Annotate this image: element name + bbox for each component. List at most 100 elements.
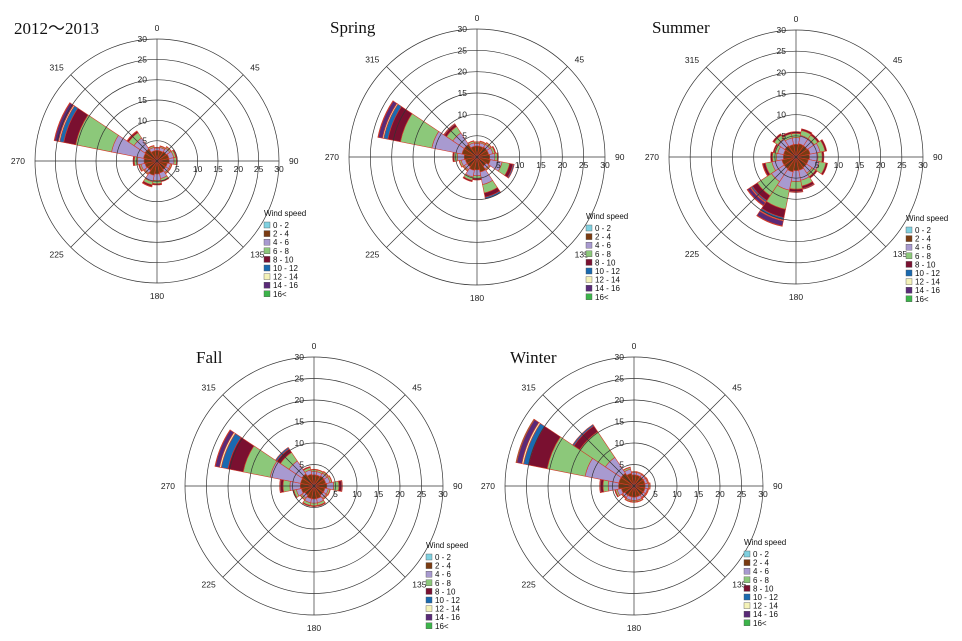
legend-swatch bbox=[743, 585, 751, 592]
radial-tick-label: 5 bbox=[462, 131, 467, 141]
legend-entry: 0 - 2 bbox=[753, 550, 770, 559]
legend-entry: 14 - 16 bbox=[273, 281, 298, 290]
radial-tick-label: 30 bbox=[615, 352, 625, 362]
legend-swatch bbox=[263, 247, 271, 255]
direction-label: 270 bbox=[11, 156, 25, 166]
direction-label: 0 bbox=[475, 13, 480, 23]
legend-entry: 2 - 4 bbox=[435, 562, 452, 571]
legend-swatch bbox=[425, 588, 433, 595]
direction-label: 315 bbox=[685, 55, 699, 65]
direction-label: 315 bbox=[522, 383, 536, 393]
direction-label: 225 bbox=[365, 250, 379, 260]
radial-tick-label: 25 bbox=[777, 46, 787, 56]
radial-tick-label: 25 bbox=[295, 374, 305, 384]
legend-entry: 0 - 2 bbox=[595, 224, 612, 233]
panel-title: Spring bbox=[330, 18, 376, 37]
legend-entry: 16< bbox=[435, 622, 449, 631]
windrose-bar-segment bbox=[467, 140, 475, 144]
radial-tick-label: 20 bbox=[558, 160, 568, 170]
radial-tick-label: 15 bbox=[615, 417, 625, 427]
radial-tick-label: 30 bbox=[758, 489, 768, 499]
legend-entry: 14 - 16 bbox=[915, 286, 940, 295]
windrose-bar-segment bbox=[443, 123, 456, 136]
panel-title: Fall bbox=[196, 348, 223, 367]
windrose-bar-segment bbox=[820, 139, 828, 152]
grid-spoke bbox=[476, 66, 568, 158]
legend-entry: 12 - 14 bbox=[753, 602, 778, 611]
legend-entry: 14 - 16 bbox=[595, 284, 620, 293]
panel-title: 2012～2013 bbox=[14, 19, 99, 38]
legend-entry: 4 - 6 bbox=[753, 567, 770, 576]
legend-entry: 12 - 14 bbox=[273, 273, 298, 282]
legend-entry: 10 - 12 bbox=[915, 269, 940, 278]
radial-tick-label: 5 bbox=[299, 460, 304, 470]
radial-tick-label: 10 bbox=[458, 109, 468, 119]
panel-title: Winter bbox=[510, 348, 557, 367]
direction-label: 135 bbox=[250, 249, 264, 259]
direction-label: 0 bbox=[632, 341, 637, 351]
radial-tick-label: 25 bbox=[417, 489, 427, 499]
radial-tick-label: 15 bbox=[374, 489, 384, 499]
legend-entry: 16< bbox=[595, 293, 609, 302]
radial-tick-label: 25 bbox=[897, 160, 907, 170]
radial-tick-label: 10 bbox=[834, 160, 844, 170]
radial-tick-label: 20 bbox=[777, 67, 787, 77]
legend-entry: 12 - 14 bbox=[595, 276, 620, 285]
windrose-bar-segment bbox=[302, 466, 311, 471]
legend-swatch bbox=[905, 278, 913, 285]
legend-entry: 6 - 8 bbox=[915, 252, 932, 261]
legend-swatch bbox=[905, 295, 913, 302]
radial-tick-label: 15 bbox=[694, 489, 704, 499]
grid-spoke bbox=[633, 485, 726, 578]
radial-tick-label: 20 bbox=[295, 395, 305, 405]
legend-swatch bbox=[743, 611, 751, 618]
radial-tick-label: 30 bbox=[438, 489, 448, 499]
legend-swatch bbox=[905, 269, 913, 277]
windrose-panel: Summer 5 5 10 10 15 15 20 20 25 25 30 30 0 45 90 135 180 2… bbox=[645, 14, 948, 304]
grid-spoke bbox=[313, 485, 406, 578]
legend-entry: 8 - 10 bbox=[915, 260, 936, 269]
legend-swatch bbox=[425, 553, 433, 561]
radial-tick-label: 10 bbox=[138, 115, 148, 125]
legend-swatch bbox=[905, 226, 913, 234]
radial-tick-label: 15 bbox=[536, 160, 546, 170]
grid-spoke bbox=[313, 394, 406, 487]
legend-entry: 4 - 6 bbox=[595, 241, 612, 250]
grid-spoke bbox=[386, 156, 478, 248]
grid-spoke bbox=[70, 160, 158, 248]
radial-tick-label: 5 bbox=[815, 160, 820, 170]
direction-label: 225 bbox=[685, 249, 699, 259]
radial-tick-label: 5 bbox=[653, 489, 658, 499]
sector-group bbox=[53, 102, 178, 188]
direction-label: 0 bbox=[794, 14, 799, 24]
radial-tick-label: 25 bbox=[737, 489, 747, 499]
grid-spoke bbox=[542, 394, 635, 487]
legend-swatch bbox=[743, 602, 751, 609]
grid-spoke bbox=[70, 74, 158, 162]
legend-swatch bbox=[425, 571, 433, 578]
grid-spoke bbox=[156, 160, 244, 248]
radial-tick-label: 25 bbox=[458, 45, 468, 55]
legend-title: Wind speed bbox=[426, 541, 468, 550]
legend-swatch bbox=[425, 596, 433, 604]
legend-entry: 8 - 10 bbox=[595, 258, 616, 267]
direction-label: 90 bbox=[933, 152, 943, 162]
radial-tick-label: 25 bbox=[138, 54, 148, 64]
radial-tick-label: 5 bbox=[781, 131, 786, 141]
windrose-bar-segment bbox=[624, 498, 632, 503]
sector-group bbox=[214, 429, 343, 507]
legend-entry: 14 - 16 bbox=[753, 610, 778, 619]
grid-spoke bbox=[386, 66, 478, 158]
radial-tick-label: 30 bbox=[600, 160, 610, 170]
legend-swatch bbox=[905, 235, 913, 242]
direction-label: 45 bbox=[732, 383, 742, 393]
legend-entry: 2 - 4 bbox=[273, 230, 290, 239]
radial-tick-label: 30 bbox=[274, 164, 284, 174]
legend-swatch bbox=[425, 622, 433, 629]
legend-entry: 16< bbox=[753, 619, 767, 628]
direction-label: 315 bbox=[50, 63, 64, 73]
radial-tick-label: 10 bbox=[777, 110, 787, 120]
windrose-bar-segment bbox=[781, 131, 792, 138]
